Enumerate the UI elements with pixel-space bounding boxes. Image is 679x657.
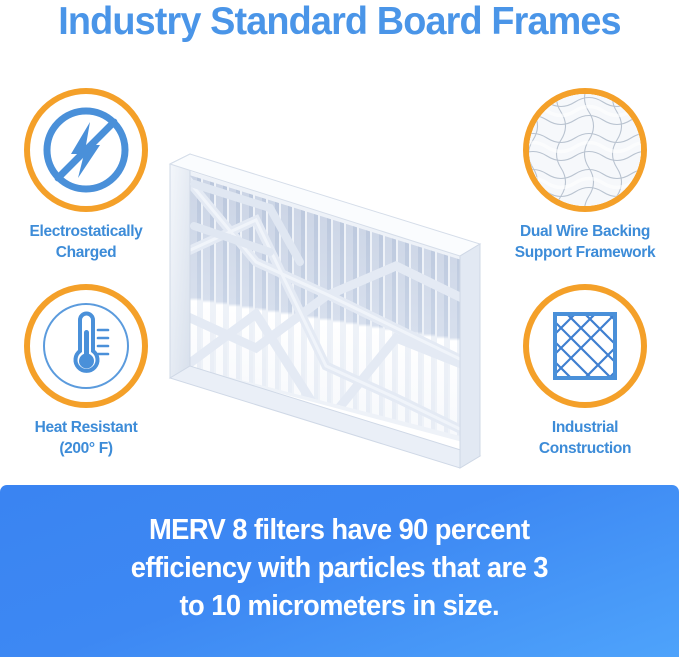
feature-label-line1: Electrostatically — [29, 223, 143, 240]
promo-line-2: efficiency with particles that are 3 — [130, 552, 549, 584]
promo-line-1: MERV 8 filters have 90 percent — [149, 514, 530, 546]
feature-label: Industrial Construction — [497, 417, 673, 459]
feature-label-line2: (200° F) — [59, 440, 113, 457]
feature-label-line2: Construction — [538, 440, 632, 457]
feature-label: Dual Wire Backing Support Framework — [497, 221, 673, 263]
feature-industrial-construction: Industrial Construction — [497, 284, 673, 459]
feature-label: Heat Resistant (200° F) — [0, 417, 174, 459]
feature-label: Electrostatically Charged — [0, 221, 174, 263]
feature-icon-ring — [523, 88, 647, 212]
feature-label-line2: Support Framework — [514, 244, 656, 261]
feature-label-line1: Industrial — [551, 419, 619, 436]
feature-dual-wire-backing: Dual Wire Backing Support Framework — [497, 88, 673, 263]
thermometer-icon — [43, 303, 129, 389]
feature-icon-ring — [24, 88, 148, 212]
wire-mesh-photo-icon — [529, 94, 641, 206]
promo-banner: MERV 8 filters have 90 percent efficienc… — [0, 485, 679, 657]
feature-label-line2: Charged — [55, 244, 117, 261]
feature-electrostatically-charged: Electrostatically Charged — [0, 88, 174, 263]
no-static-lightning-icon — [43, 107, 129, 193]
feature-heat-resistant: Heat Resistant (200° F) — [0, 284, 174, 459]
promo-text: MERV 8 filters have 90 percent efficienc… — [130, 511, 549, 625]
page-title: Industry Standard Board Frames — [58, 0, 621, 43]
feature-label-line1: Heat Resistant — [34, 419, 138, 436]
promo-line-3: to 10 micrometers in size. — [179, 590, 500, 622]
feature-label-line1: Dual Wire Backing — [519, 223, 650, 240]
lattice-grid-icon — [553, 312, 617, 380]
pleated-air-filter-illustration — [168, 153, 482, 469]
feature-icon-ring — [24, 284, 148, 408]
product-image — [150, 66, 500, 478]
feature-icon-ring — [523, 284, 647, 408]
